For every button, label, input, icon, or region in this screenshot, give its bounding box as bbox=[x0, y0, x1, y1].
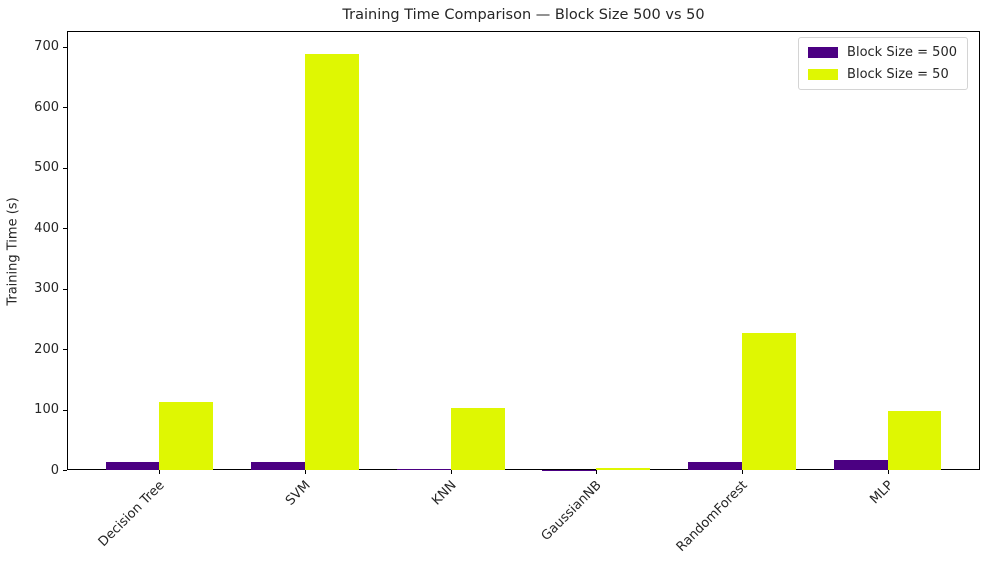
bar-svm-block-size-500 bbox=[251, 461, 306, 470]
chart-title: Training Time Comparison — Block Size 50… bbox=[342, 7, 705, 23]
xtick-mark bbox=[450, 470, 452, 474]
ytick-label-0: 0 bbox=[50, 462, 59, 478]
ytick-label-500: 500 bbox=[34, 160, 59, 176]
plot-area bbox=[67, 31, 980, 470]
ytick-mark bbox=[63, 349, 67, 351]
xtick-label-randomforest: RandomForest bbox=[673, 478, 751, 555]
bar-decision-tree-block-size-50 bbox=[159, 402, 214, 470]
bar-randomforest-block-size-50 bbox=[741, 333, 796, 470]
xtick-mark bbox=[596, 470, 598, 474]
ytick-label-700: 700 bbox=[34, 39, 59, 55]
legend-label: Block Size = 500 bbox=[847, 45, 957, 60]
legend-entry-block-size-50: Block Size = 50 bbox=[808, 67, 957, 82]
legend: Block Size = 500 Block Size = 50 bbox=[798, 37, 968, 90]
xtick-mark bbox=[159, 470, 161, 474]
ytick-mark bbox=[63, 409, 67, 411]
ytick-mark bbox=[63, 470, 67, 471]
bar-gaussiannb-block-size-50 bbox=[596, 468, 651, 470]
xtick-label-mlp: MLP bbox=[866, 478, 897, 508]
xtick-label-knn: KNN bbox=[428, 478, 460, 509]
ytick-label-300: 300 bbox=[34, 281, 59, 297]
bar-mlp-block-size-500 bbox=[833, 460, 888, 470]
ytick-label-200: 200 bbox=[34, 341, 59, 357]
bar-svm-block-size-50 bbox=[305, 53, 359, 470]
bar-mlp-block-size-50 bbox=[887, 410, 942, 470]
bar-knn-block-size-50 bbox=[450, 407, 505, 470]
bar-randomforest-block-size-500 bbox=[688, 461, 742, 470]
legend-label: Block Size = 50 bbox=[847, 67, 949, 82]
ytick-label-600: 600 bbox=[34, 99, 59, 115]
ytick-mark bbox=[63, 107, 67, 109]
xtick-mark bbox=[741, 470, 743, 474]
xtick-label-gaussiannb: GaussianNB bbox=[538, 478, 605, 544]
xtick-label-svm: SVM bbox=[283, 478, 314, 509]
xtick-mark bbox=[305, 470, 307, 474]
ytick-mark bbox=[63, 228, 67, 230]
bar-knn-block-size-500 bbox=[396, 468, 451, 470]
legend-swatch-icon bbox=[808, 47, 839, 58]
legend-swatch-icon bbox=[808, 69, 839, 80]
ytick-label-100: 100 bbox=[34, 402, 59, 418]
xtick-mark bbox=[887, 470, 889, 474]
ytick-mark bbox=[63, 167, 67, 169]
ytick-mark bbox=[63, 46, 67, 48]
ytick-mark bbox=[63, 288, 67, 290]
bar-decision-tree-block-size-500 bbox=[105, 462, 160, 470]
xtick-label-decision-tree: Decision Tree bbox=[96, 478, 169, 550]
legend-entry-block-size-500: Block Size = 500 bbox=[808, 45, 957, 60]
ytick-label-400: 400 bbox=[34, 220, 59, 236]
